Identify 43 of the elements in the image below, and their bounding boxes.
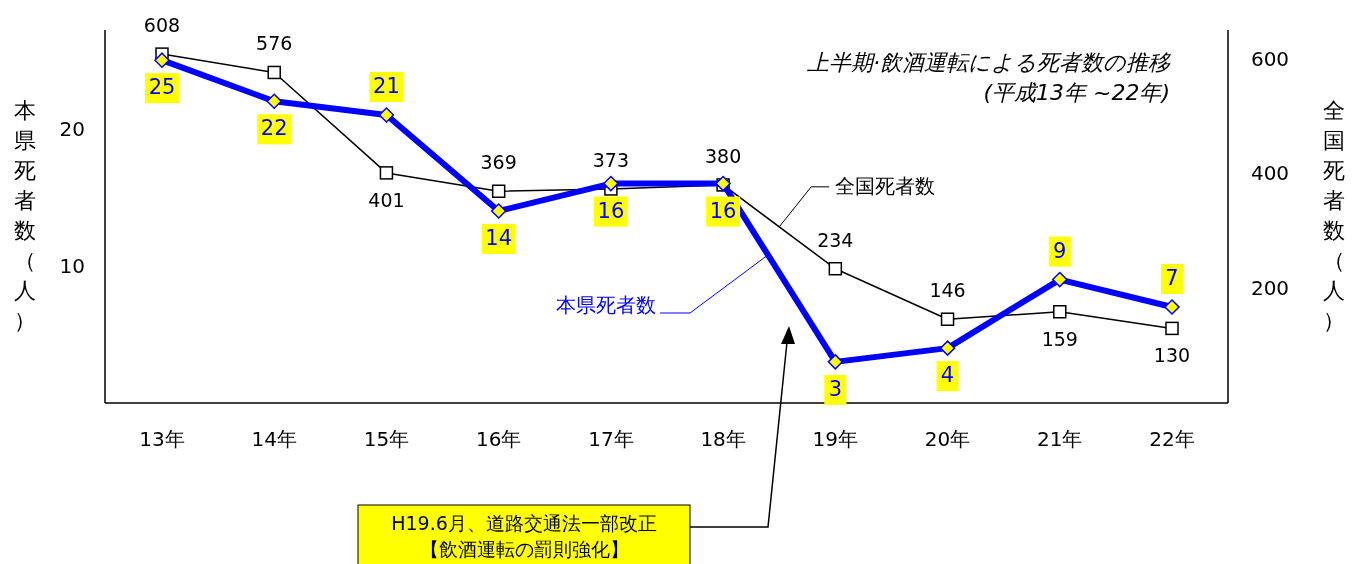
x-tick-label: 19年 — [812, 427, 859, 451]
data-label: 21 — [373, 74, 400, 99]
x-tick-label: 21年 — [1037, 427, 1083, 451]
data-label: 380 — [704, 144, 742, 167]
x-tick-label: 22年 — [1149, 427, 1195, 451]
data-label: 401 — [368, 188, 405, 211]
y2-tick-label: 400 — [1250, 161, 1290, 186]
text: 【飲酒運転の罰則強化】 — [419, 538, 629, 560]
y2-tick-label: 600 — [1250, 46, 1290, 71]
y-axis-title: 本県死者数（人） — [14, 98, 36, 333]
data-label: 16 — [597, 198, 625, 223]
data-label: 159 — [1041, 327, 1078, 350]
text: 全国死者数 — [835, 173, 936, 198]
text: (平成13年 ~22年) — [983, 80, 1170, 105]
x-tick-label: 13年 — [139, 427, 185, 451]
data-label: 369 — [480, 151, 517, 174]
data-label: 25 — [148, 75, 176, 100]
x-tick-label: 14年 — [251, 427, 297, 451]
text: 本県死者数 — [556, 293, 656, 317]
x-tick-label: 18年 — [700, 427, 746, 451]
data-label: 3 — [828, 376, 843, 401]
x-tick-label: 17年 — [588, 427, 634, 451]
data-label: 22 — [260, 116, 288, 141]
text: 上半期·飲酒運転による死者数の推移 — [807, 50, 1172, 75]
data-label: 234 — [817, 228, 854, 251]
data-label: 146 — [929, 279, 966, 302]
y2-tick-label: 200 — [1250, 276, 1290, 301]
data-label: 373 — [592, 148, 630, 171]
text: H19.6月、道路交通法一部改正 — [391, 512, 657, 534]
y-tick-label: 10 — [59, 253, 85, 278]
x-tick-label: 15年 — [363, 427, 410, 451]
data-label: 9 — [1053, 238, 1067, 263]
x-tick-label: 20年 — [924, 427, 971, 451]
data-label: 7 — [1165, 266, 1179, 291]
data-label: 608 — [143, 14, 181, 37]
data-label: 576 — [256, 32, 293, 55]
data-label: 4 — [940, 363, 955, 388]
data-label: 14 — [485, 226, 513, 251]
x-tick-label: 16年 — [475, 427, 522, 451]
y-tick-label: 20 — [59, 116, 85, 141]
data-label: 16 — [709, 198, 737, 223]
data-label: 130 — [1153, 344, 1191, 367]
y2-axis-title: 全国死者数（人） — [1323, 98, 1345, 333]
